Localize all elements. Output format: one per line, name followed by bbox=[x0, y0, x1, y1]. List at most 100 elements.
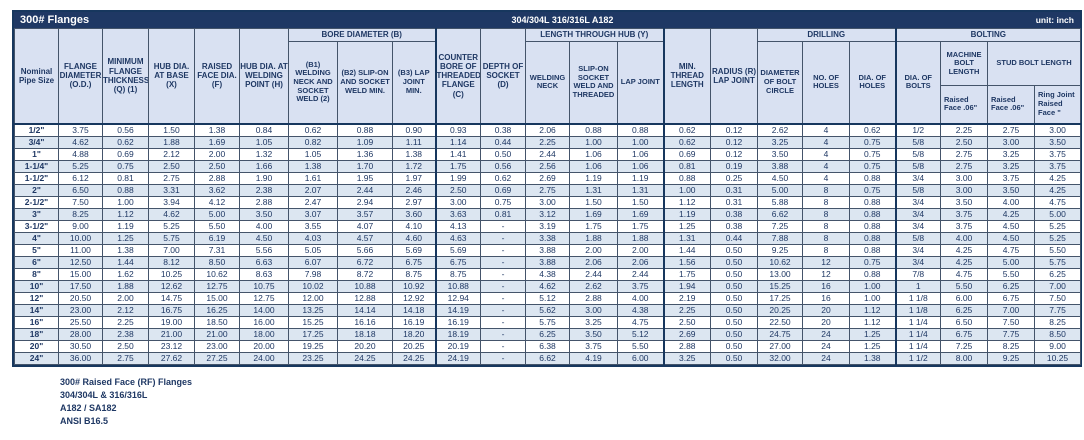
data-cell: 20 bbox=[802, 303, 851, 317]
data-cell: 2.38 bbox=[102, 327, 149, 341]
data-cell: 15.00 bbox=[58, 267, 103, 281]
row-header-pipe-size: 20" bbox=[14, 339, 59, 353]
data-cell: - bbox=[480, 327, 527, 341]
material-spec-label: 304/304L 316/316L A182 bbox=[511, 15, 614, 25]
data-cell: 3.63 bbox=[435, 207, 482, 221]
data-cell: 4.10 bbox=[391, 219, 437, 233]
data-cell: 1.12 bbox=[663, 195, 712, 209]
data-cell: 5.50 bbox=[194, 219, 240, 233]
data-cell: 2.07 bbox=[288, 183, 338, 197]
col-header-slip-on-length: SLIP-ON SOCKET WELD AND THREADED bbox=[569, 41, 619, 124]
group-header-length-through-hub: LENGTH THROUGH HUB (Y) bbox=[525, 28, 665, 42]
data-cell: 5.69 bbox=[435, 243, 482, 257]
data-cell: 22.50 bbox=[757, 315, 804, 329]
data-cell: 7.50 bbox=[58, 195, 103, 209]
data-cell: 36.00 bbox=[58, 351, 103, 365]
data-cell: 1.12 bbox=[102, 207, 149, 221]
data-cell: 3.00 bbox=[1034, 122, 1082, 137]
data-cell: 1.19 bbox=[617, 171, 665, 185]
data-cell: 16.75 bbox=[148, 303, 195, 317]
row-header-pipe-size: 8" bbox=[14, 267, 59, 281]
data-cell: 1.50 bbox=[569, 195, 619, 209]
data-cell: 2.50 bbox=[940, 135, 989, 149]
data-cell: 4.60 bbox=[391, 231, 437, 245]
page-title: 300# Flanges bbox=[20, 14, 90, 26]
data-cell: 1.38 bbox=[102, 243, 149, 257]
row-header-pipe-size: 24" bbox=[14, 351, 59, 365]
data-cell: 0.38 bbox=[710, 219, 759, 233]
col-header-welding-neck-length: WELDING NECK bbox=[525, 41, 571, 124]
data-cell: 18.19 bbox=[435, 327, 482, 341]
col-header-hub-dia-welding-point: HUB DIA. AT WELDING POINT (H) bbox=[239, 28, 289, 124]
data-cell: 1.75 bbox=[663, 267, 712, 281]
data-cell: 1.14 bbox=[435, 135, 482, 149]
data-cell: 1.06 bbox=[617, 159, 665, 173]
data-cell: 3.75 bbox=[987, 171, 1036, 185]
data-cell: 15.00 bbox=[194, 291, 240, 305]
unit-label: unit: inch bbox=[1035, 15, 1074, 25]
data-cell: 5.00 bbox=[194, 207, 240, 221]
data-cell: - bbox=[480, 339, 527, 353]
data-cell: 16.16 bbox=[337, 315, 393, 329]
data-cell: 24.25 bbox=[337, 351, 393, 365]
row-header-pipe-size: 12" bbox=[14, 291, 59, 305]
data-cell: 0.88 bbox=[617, 122, 665, 137]
data-cell: 4.25 bbox=[1034, 183, 1082, 197]
data-cell: 8.50 bbox=[1034, 327, 1082, 341]
data-cell: 0.38 bbox=[710, 207, 759, 221]
data-cell: 3.07 bbox=[288, 207, 338, 221]
data-cell: 2.88 bbox=[569, 291, 619, 305]
data-cell: 2.56 bbox=[525, 159, 571, 173]
data-cell: 0.50 bbox=[710, 243, 759, 257]
data-cell: 32.00 bbox=[757, 351, 804, 365]
data-cell: 2.12 bbox=[148, 147, 195, 161]
data-cell: 4.63 bbox=[435, 231, 482, 245]
row-header-pipe-size: 1-1/4" bbox=[14, 159, 59, 173]
data-cell: 1.25 bbox=[663, 219, 712, 233]
data-cell: 12.75 bbox=[194, 279, 240, 293]
data-cell: 4.13 bbox=[435, 219, 482, 233]
data-cell: 2.50 bbox=[194, 159, 240, 173]
table-row: 1-1/2" 6.12 0.81 2.75 2.88 1.90 1.61 1.95 1.97 1.… bbox=[14, 171, 1082, 185]
row-header-pipe-size: 10" bbox=[14, 279, 59, 293]
data-cell: 16.25 bbox=[194, 303, 240, 317]
data-cell: 0.90 bbox=[391, 122, 437, 137]
data-cell: 8.12 bbox=[148, 255, 195, 269]
data-cell: - bbox=[480, 255, 527, 269]
data-cell: 4.25 bbox=[940, 243, 989, 257]
data-cell: 12.62 bbox=[148, 279, 195, 293]
data-cell: 15.25 bbox=[757, 279, 804, 293]
data-cell: 6.62 bbox=[757, 207, 804, 221]
data-cell: 4.00 bbox=[987, 195, 1036, 209]
data-cell: 8.50 bbox=[194, 255, 240, 269]
data-cell: 0.75 bbox=[849, 183, 897, 197]
data-cell: 0.31 bbox=[710, 183, 759, 197]
data-cell: 0.81 bbox=[480, 207, 527, 221]
data-cell: 2.00 bbox=[194, 147, 240, 161]
data-cell: 0.62 bbox=[102, 135, 149, 149]
data-cell: 8.75 bbox=[391, 267, 437, 281]
col-header-no-of-holes: NO. OF HOLES bbox=[802, 41, 851, 124]
data-cell: 18.00 bbox=[239, 327, 289, 341]
data-cell: 5.66 bbox=[337, 243, 393, 257]
data-cell: 4.50 bbox=[239, 231, 289, 245]
data-cell: 1.44 bbox=[663, 243, 712, 257]
data-cell: 4.00 bbox=[239, 219, 289, 233]
col-header-pipe-size: Nominal Pipe Size bbox=[14, 28, 59, 124]
data-cell: 1.69 bbox=[569, 207, 619, 221]
data-cell: 5.25 bbox=[58, 159, 103, 173]
data-cell: 14.19 bbox=[435, 303, 482, 317]
data-cell: 1.00 bbox=[663, 183, 712, 197]
data-cell: 7.88 bbox=[757, 231, 804, 245]
data-cell: 0.88 bbox=[337, 122, 393, 137]
data-cell: 5/8 bbox=[895, 147, 942, 161]
data-cell: 8 bbox=[802, 195, 851, 209]
row-header-pipe-size: 16" bbox=[14, 315, 59, 329]
data-cell: 3.25 bbox=[987, 147, 1036, 161]
data-cell: 4.75 bbox=[617, 315, 665, 329]
data-cell: 5.25 bbox=[1034, 231, 1082, 245]
data-cell: 9.00 bbox=[58, 219, 103, 233]
data-cell: 4.38 bbox=[617, 303, 665, 317]
data-cell: 9.25 bbox=[757, 243, 804, 257]
data-cell: 0.12 bbox=[710, 135, 759, 149]
